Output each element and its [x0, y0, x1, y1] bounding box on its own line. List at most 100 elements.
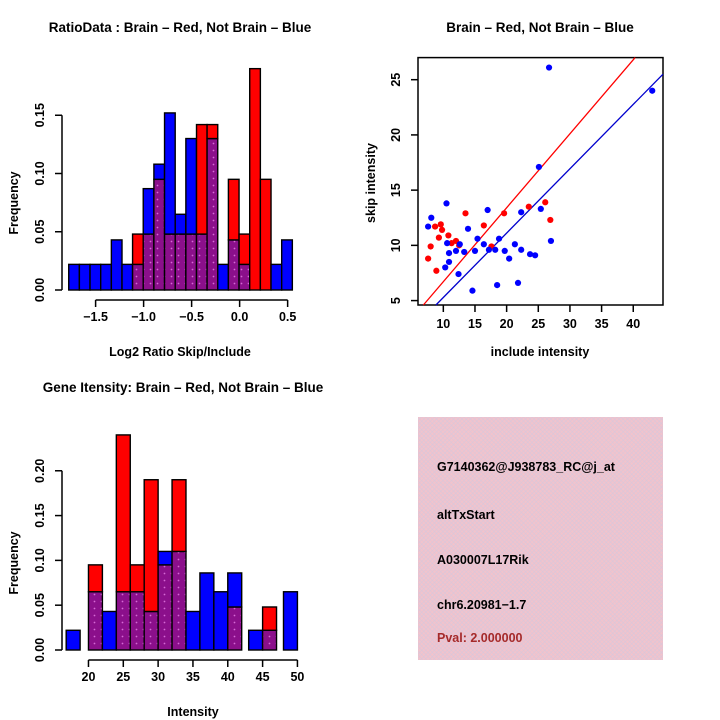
scatter-point-blue [526, 251, 534, 258]
hist-bar-overlap [163, 233, 176, 291]
hist-bar-overlap [195, 233, 208, 291]
x-tick-label: 40 [221, 670, 235, 684]
hist-bar-blue [65, 629, 81, 651]
gene-intensity-histogram-plot: 0.00 0.05 0.10 0.15 0.20 20 25 30 35 40 45 50 [33, 434, 304, 684]
scatter-point-blue [480, 241, 487, 248]
event-type-text: altTxStart [437, 508, 495, 522]
hist-bar-red [259, 178, 272, 291]
hist-bar-blue [153, 163, 166, 181]
hist-bar-blue [199, 572, 215, 651]
panel-ratio-histogram: RatioData : Brain – Red, Not Brain – Blu… [0, 0, 360, 360]
intensity-scatter-plot: 10 15 20 25 30 35 40 5 10 15 20 25 [389, 56, 664, 331]
hist-bar-red [131, 233, 144, 266]
hist-bar-overlap [261, 629, 278, 651]
hist-bar-blue [247, 629, 264, 651]
scatter-point-red [433, 267, 440, 274]
hist-bar-overlap [206, 137, 219, 291]
scatter-point-blue [461, 248, 468, 256]
x-tick-label: 25 [531, 317, 545, 331]
scatter-point-red [445, 232, 452, 239]
y-tick-label: 0.10 [33, 548, 47, 572]
panel-gene-info: G7140362@J938783_RC@j_at altTxStart A030… [360, 360, 720, 720]
pval-text: Pval: 2.000000 [437, 631, 523, 645]
hist-bar-blue [68, 263, 81, 291]
x-tick-label: 30 [151, 670, 165, 684]
hist-bar-blue [270, 263, 283, 291]
hist-bar-blue [157, 550, 173, 566]
x-tick-label: −1.0 [131, 310, 156, 324]
scatter-point-red [525, 203, 532, 210]
y-tick-label: 25 [389, 73, 403, 87]
y-tick-label: 0.05 [33, 593, 47, 617]
scatter-point-blue [518, 209, 525, 216]
x-tick-label: 40 [626, 317, 640, 331]
x-tick-label: 35 [186, 670, 200, 684]
gene-symbol-text: A030007L17Rik [437, 553, 529, 567]
hist-bar-red [87, 564, 104, 593]
scatter-point-blue [495, 235, 503, 242]
hist-bar-overlap [227, 606, 243, 651]
hist-bar-overlap [227, 239, 240, 291]
scatter-point-blue [464, 225, 472, 232]
hist-bar-red [206, 123, 219, 140]
hist-bar-red [238, 233, 251, 266]
hist-bar-blue [121, 263, 134, 291]
scatter-point-blue [532, 252, 539, 259]
scatter-point-blue [494, 282, 501, 289]
x-tick-label: 45 [256, 670, 270, 684]
hist-bar-red [227, 178, 240, 241]
x-tick-label: 15 [468, 317, 482, 331]
scatter-title: Brain – Red, Not Brain – Blue [446, 20, 634, 35]
y-tick-label: 0.15 [33, 103, 47, 127]
hist-bar-red [171, 479, 187, 553]
hist-bar-overlap [143, 610, 159, 651]
panel-intensity-scatter: Brain – Red, Not Brain – Blue skip inten… [360, 0, 720, 360]
scatter-point-blue [445, 249, 453, 257]
hist-bar-overlap [115, 591, 131, 651]
gene-histogram-title: Gene Itensity: Brain – Red, Not Brain – … [42, 380, 324, 395]
x-tick-label: −1.5 [83, 310, 108, 324]
hist-bar-overlap [174, 233, 187, 291]
scatter-point-blue [474, 235, 481, 242]
scatter-point-blue [425, 223, 432, 230]
scatter-point-blue [501, 247, 508, 254]
hist-bar-overlap [157, 564, 173, 651]
not_brain_fit-line [435, 73, 664, 306]
scatter-xlabel: include intensity [490, 345, 590, 359]
scatter-point-blue [535, 163, 543, 171]
scatter-point-blue [514, 279, 522, 287]
y-tick-label: 0.00 [33, 278, 47, 302]
hist-bar-red [143, 479, 159, 613]
scatter-point-blue [471, 247, 479, 254]
x-tick-label: 50 [290, 670, 304, 684]
scatter-point-blue [485, 246, 493, 253]
scatter-point-blue [511, 241, 518, 248]
plot-box [417, 56, 664, 306]
ratio-histogram-xlabel: Log2 Ratio Skip/Include [109, 345, 251, 359]
ratio-histogram-plot: 0.00 0.05 0.10 0.15 −1.5 −1.0 −0.5 0.0 0.5 [33, 67, 296, 324]
y-tick-label: 0.05 [33, 220, 47, 244]
hist-bar-blue [185, 610, 201, 651]
scatter-point-blue [492, 246, 499, 253]
y-tick-label: 0.15 [33, 503, 47, 527]
hist-bar-blue [227, 572, 243, 608]
y-tick-label: 0.20 [33, 459, 47, 483]
scatter-point-red [438, 226, 446, 233]
scatter-point-red [435, 234, 442, 241]
y-tick-label: 0.10 [33, 161, 47, 185]
scatter-point-blue [444, 240, 451, 247]
scatter-point-red [427, 243, 434, 250]
hist-bar-blue [89, 263, 102, 291]
hist-bar-overlap [131, 263, 144, 291]
hist-bar-overlap [238, 263, 251, 291]
scatter-point-blue [445, 258, 453, 266]
ratio-histogram-title: RatioData : Brain – Red, Not Brain – Blu… [48, 20, 312, 35]
hist-bar-blue [217, 263, 230, 291]
scatter-point-blue [537, 205, 544, 213]
x-tick-label: 30 [563, 317, 577, 331]
scatter-point-blue [518, 246, 525, 253]
hist-bar-blue [213, 591, 229, 651]
scatter-point-blue [456, 241, 463, 248]
hist-bar-blue [101, 610, 118, 651]
